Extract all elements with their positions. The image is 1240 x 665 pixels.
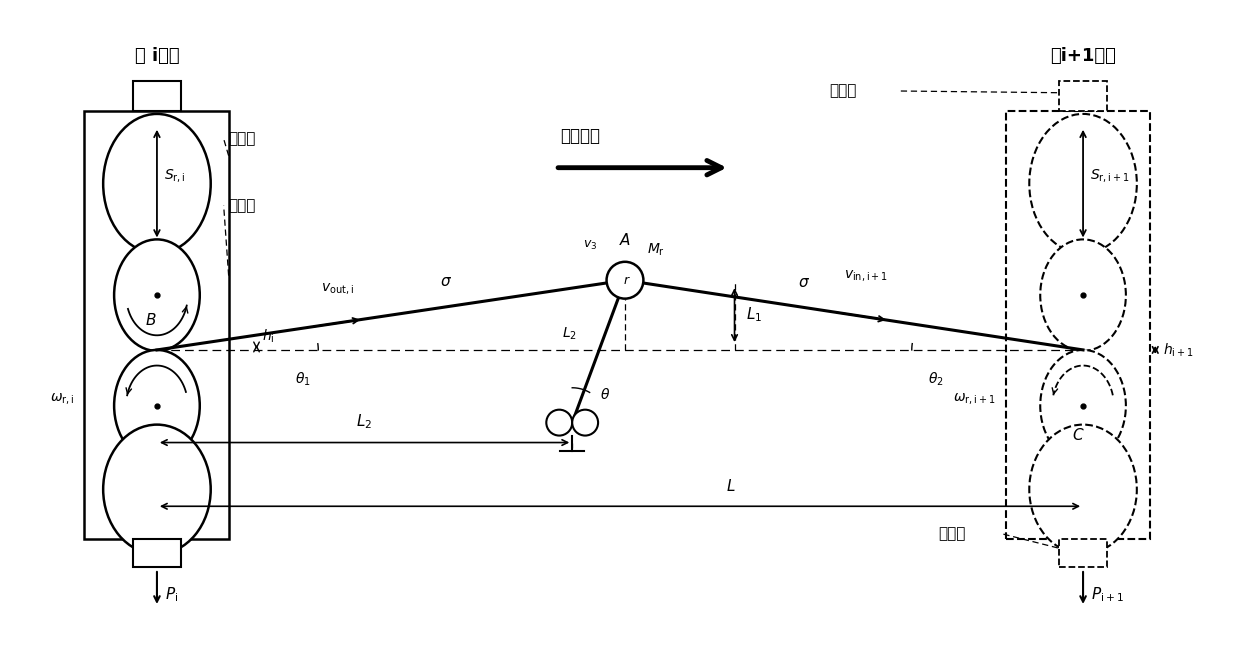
Text: $\omega_{\mathrm{r,i+1}}$: $\omega_{\mathrm{r,i+1}}$	[954, 392, 996, 407]
Text: $L$: $L$	[727, 478, 735, 494]
Text: $h_{\mathrm{i+1}}$: $h_{\mathrm{i+1}}$	[1163, 341, 1194, 358]
Circle shape	[606, 262, 644, 299]
Text: $\sigma$: $\sigma$	[799, 275, 810, 289]
Bar	[1006, 111, 1151, 539]
Text: 轧制方向: 轧制方向	[560, 127, 600, 145]
Text: $v_{\mathrm{out,i}}$: $v_{\mathrm{out,i}}$	[321, 282, 355, 297]
Ellipse shape	[1040, 239, 1126, 351]
Ellipse shape	[103, 425, 211, 554]
Text: $P_{\mathrm{i}}$: $P_{\mathrm{i}}$	[165, 586, 179, 604]
Text: $M_{\mathrm{r}}$: $M_{\mathrm{r}}$	[647, 242, 665, 258]
Text: 第 i机架: 第 i机架	[135, 47, 180, 65]
Text: $r$: $r$	[622, 274, 631, 287]
Text: 第i+1机架: 第i+1机架	[1050, 47, 1116, 65]
Ellipse shape	[1029, 114, 1137, 253]
Text: $\theta_2$: $\theta_2$	[928, 371, 944, 388]
Text: 液压缸: 液压缸	[830, 84, 857, 98]
Text: $\theta$: $\theta$	[600, 387, 610, 402]
Ellipse shape	[1040, 350, 1126, 462]
Text: 平衡缸: 平衡缸	[939, 527, 966, 542]
Ellipse shape	[114, 239, 200, 351]
Text: B: B	[146, 313, 156, 328]
Bar	[84, 111, 228, 539]
Text: $\theta_1$: $\theta_1$	[295, 371, 311, 388]
Ellipse shape	[114, 350, 200, 462]
Text: $S_{\mathrm{r,i}}$: $S_{\mathrm{r,i}}$	[164, 167, 186, 184]
Text: $h_{\mathrm{i}}$: $h_{\mathrm{i}}$	[263, 328, 275, 345]
Circle shape	[547, 410, 572, 436]
Circle shape	[572, 410, 598, 436]
Text: $\omega_{\mathrm{r,i}}$: $\omega_{\mathrm{r,i}}$	[50, 392, 74, 407]
Bar	[133, 539, 181, 567]
Text: A: A	[620, 233, 630, 248]
Text: $L_{\mathrm{2}}$: $L_{\mathrm{2}}$	[562, 325, 577, 342]
Bar	[1059, 81, 1107, 111]
Text: 支撑辊: 支撑辊	[228, 131, 255, 146]
Text: $v_3$: $v_3$	[583, 239, 598, 252]
Text: $P_{\mathrm{i+1}}$: $P_{\mathrm{i+1}}$	[1091, 586, 1123, 604]
Bar	[133, 81, 181, 111]
Text: $L_1$: $L_1$	[746, 306, 763, 325]
Text: C: C	[1073, 428, 1084, 443]
Text: $\sigma$: $\sigma$	[440, 274, 451, 289]
Text: $v_{\mathrm{in,i+1}}$: $v_{\mathrm{in,i+1}}$	[844, 269, 888, 284]
Text: $S_{\mathrm{r,i+1}}$: $S_{\mathrm{r,i+1}}$	[1090, 167, 1130, 184]
Bar	[1059, 539, 1107, 567]
Text: 工作辊: 工作辊	[228, 198, 255, 213]
Ellipse shape	[103, 114, 211, 253]
Ellipse shape	[1029, 425, 1137, 554]
Text: $L_2$: $L_2$	[356, 412, 373, 431]
